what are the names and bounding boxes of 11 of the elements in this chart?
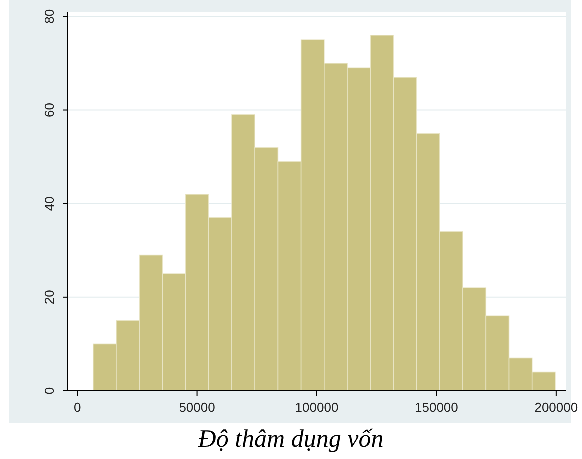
x-tick-label: 100000 bbox=[295, 400, 339, 415]
x-tick-label: 50000 bbox=[179, 400, 216, 415]
y-tick-label: 20 bbox=[42, 290, 57, 305]
y-tick-label: 40 bbox=[42, 196, 57, 212]
y-tick-label: 60 bbox=[42, 103, 57, 118]
x-tick-label: 200000 bbox=[534, 400, 578, 415]
y-tick-label: 0 bbox=[42, 387, 57, 395]
x-tick-label: 0 bbox=[74, 400, 82, 415]
y-tick-label: 80 bbox=[42, 9, 57, 24]
x-axis-title: Độ thâm dụng vốn bbox=[197, 426, 384, 453]
x-tick-label: 150000 bbox=[415, 400, 458, 415]
